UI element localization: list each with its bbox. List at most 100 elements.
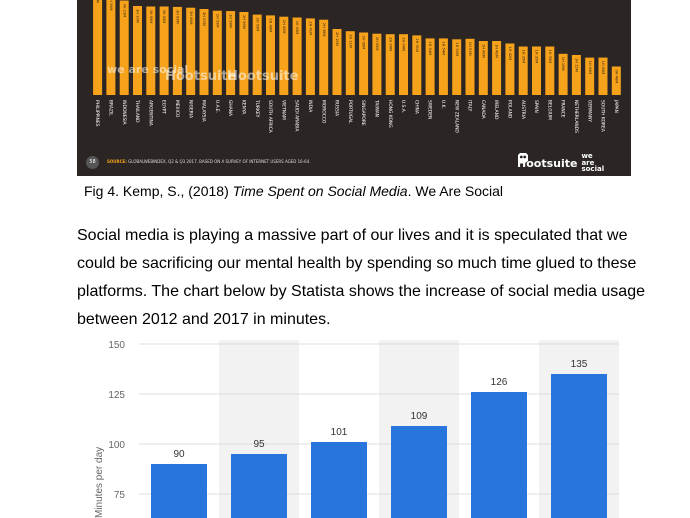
country-bar	[345, 31, 355, 95]
country-label: INDONESIA	[121, 100, 127, 125]
country-label: SOUTH AFRICA	[267, 100, 273, 133]
country-bar	[545, 46, 555, 95]
bar-value-label: 2H 56M	[242, 15, 246, 29]
country-label: CHINA	[413, 100, 419, 114]
we-are-social-logo: we are social	[581, 153, 609, 173]
country-label: HONG KONG	[387, 100, 393, 128]
source-text: GLOBALWEBINDEX, Q2 & Q3 2017. BASED ON A…	[128, 159, 311, 164]
usage-bar	[391, 426, 447, 518]
country-bar	[399, 34, 408, 95]
country-bar	[279, 16, 289, 96]
country-bar	[292, 17, 302, 95]
y-axis-label: Minutes per day	[94, 447, 105, 518]
country-label: MOROCCO	[320, 100, 326, 124]
bar-data-label: 90	[173, 449, 185, 460]
country-bar	[146, 6, 156, 95]
country-bar	[465, 38, 475, 95]
bar-value-label: 3H 03M	[202, 12, 206, 26]
logo-word-social: social	[581, 165, 605, 174]
y-tick-label: 100	[108, 440, 125, 451]
country-label: SOUTH KOREA	[600, 100, 606, 132]
figure-caption: Fig 4. Kemp, S., (2018) Time Spent on So…	[84, 183, 503, 199]
hootsuite-logo: Hootsuite	[517, 156, 578, 170]
y-tick-label: 150	[108, 340, 125, 351]
country-label: KENYA	[241, 100, 247, 114]
watermark-we-are-social: we are social	[107, 63, 188, 76]
bar-value-label: 1H 35M	[535, 50, 539, 64]
country-label: POLAND	[506, 100, 512, 119]
bar-value-label: 3H 23M	[122, 4, 126, 18]
country-label: BRAZIL	[108, 100, 114, 116]
logo-word-are: are	[581, 158, 595, 167]
country-bar	[332, 29, 342, 95]
country-label: U.S.A.	[400, 100, 406, 113]
country-label: MALAYSIA	[201, 100, 207, 122]
bar-data-label: 95	[253, 439, 265, 450]
country-label: PORTUGAL	[347, 100, 353, 124]
owl-icon	[518, 153, 528, 163]
bar-value-label: 1H 54M	[428, 41, 432, 55]
country-label: PHILIPPINES	[94, 100, 100, 127]
country-label: ITALY	[467, 100, 473, 112]
country-label: ARGENTINA	[147, 100, 153, 126]
country-bar	[266, 15, 275, 95]
country-bar	[412, 35, 422, 95]
hootsuite-chart-footer: 58 SOURCE: GLOBALWEBINDEX, Q2 & Q3 2017.…	[77, 148, 631, 176]
bar-value-label: 2H 59M	[215, 14, 219, 28]
country-bar	[252, 14, 262, 96]
bar-value-label: 3H 08M	[176, 10, 180, 24]
country-bar	[305, 18, 315, 95]
y-tick-label: 75	[114, 490, 126, 501]
bar-value-label: 2H 04M	[402, 37, 406, 51]
country-label: MEXICO	[174, 100, 180, 118]
country-bar	[532, 46, 541, 95]
bar-value-label: 2H 48M	[269, 18, 273, 32]
bar-value-label: 2H 01M	[415, 38, 419, 52]
country-label: CANADA	[480, 100, 486, 119]
bar-value-label: 1H 48M	[495, 44, 499, 58]
country-bar	[319, 19, 329, 96]
usage-bar	[551, 374, 607, 518]
bar-data-label: 109	[411, 411, 428, 422]
bar-data-label: 101	[331, 427, 348, 438]
country-bar	[199, 9, 209, 95]
country-label: GHANA	[227, 100, 233, 116]
bar-value-label: 2H 58M	[229, 14, 233, 28]
country-label: SPAIN	[533, 100, 539, 113]
usage-bar	[151, 464, 207, 518]
country-label: GERMANY	[586, 100, 592, 122]
bar-value-label: 1H 09M	[588, 61, 592, 75]
brand-logos: Hootsuite we are social	[517, 152, 609, 174]
usage-bar	[231, 454, 287, 518]
watermark-hootsuite: Hootsuite	[227, 69, 299, 84]
source-label: SOURCE:	[107, 159, 127, 164]
country-label: U.K.	[440, 100, 446, 109]
country-label: AUSTRIA	[520, 100, 526, 119]
country-label: TAIWAN	[373, 99, 379, 117]
caption-suffix: . We Are Social	[407, 183, 504, 199]
usage-bar	[471, 392, 527, 518]
country-label: VIETNAM	[280, 100, 286, 120]
bar-data-label: 135	[571, 359, 588, 370]
country-bar	[452, 39, 462, 95]
country-bar	[505, 43, 515, 95]
country-label: NEW ZEALAND	[453, 100, 459, 133]
usage-bar	[311, 442, 367, 518]
country-bar	[159, 6, 169, 95]
country-label: THAILAND	[134, 99, 140, 123]
country-bar	[478, 41, 488, 95]
country-bar	[611, 66, 621, 95]
hootsuite-chart-image: 3H 57M PHILIPPINES 3H 39M BRAZIL 3H 23M INDON…	[77, 0, 631, 176]
country-label: JAPAN	[613, 99, 619, 113]
country-label: TURKEY	[254, 99, 260, 118]
source-note: SOURCE: GLOBALWEBINDEX, Q2 & Q3 2017. BA…	[107, 159, 311, 164]
bar-value-label: 1H 15M	[574, 58, 578, 72]
bar-value-label: 2H 50M	[255, 18, 259, 32]
y-tick-label: 125	[108, 390, 125, 401]
country-bar	[558, 53, 568, 95]
country-label: RUSSIA	[334, 100, 340, 116]
country-bar	[518, 46, 528, 95]
bar-value-label: 1H 54M	[441, 41, 445, 55]
country-label: SAUDI ARABIA	[294, 100, 300, 131]
bar-value-label: 1H 52M	[455, 42, 459, 56]
